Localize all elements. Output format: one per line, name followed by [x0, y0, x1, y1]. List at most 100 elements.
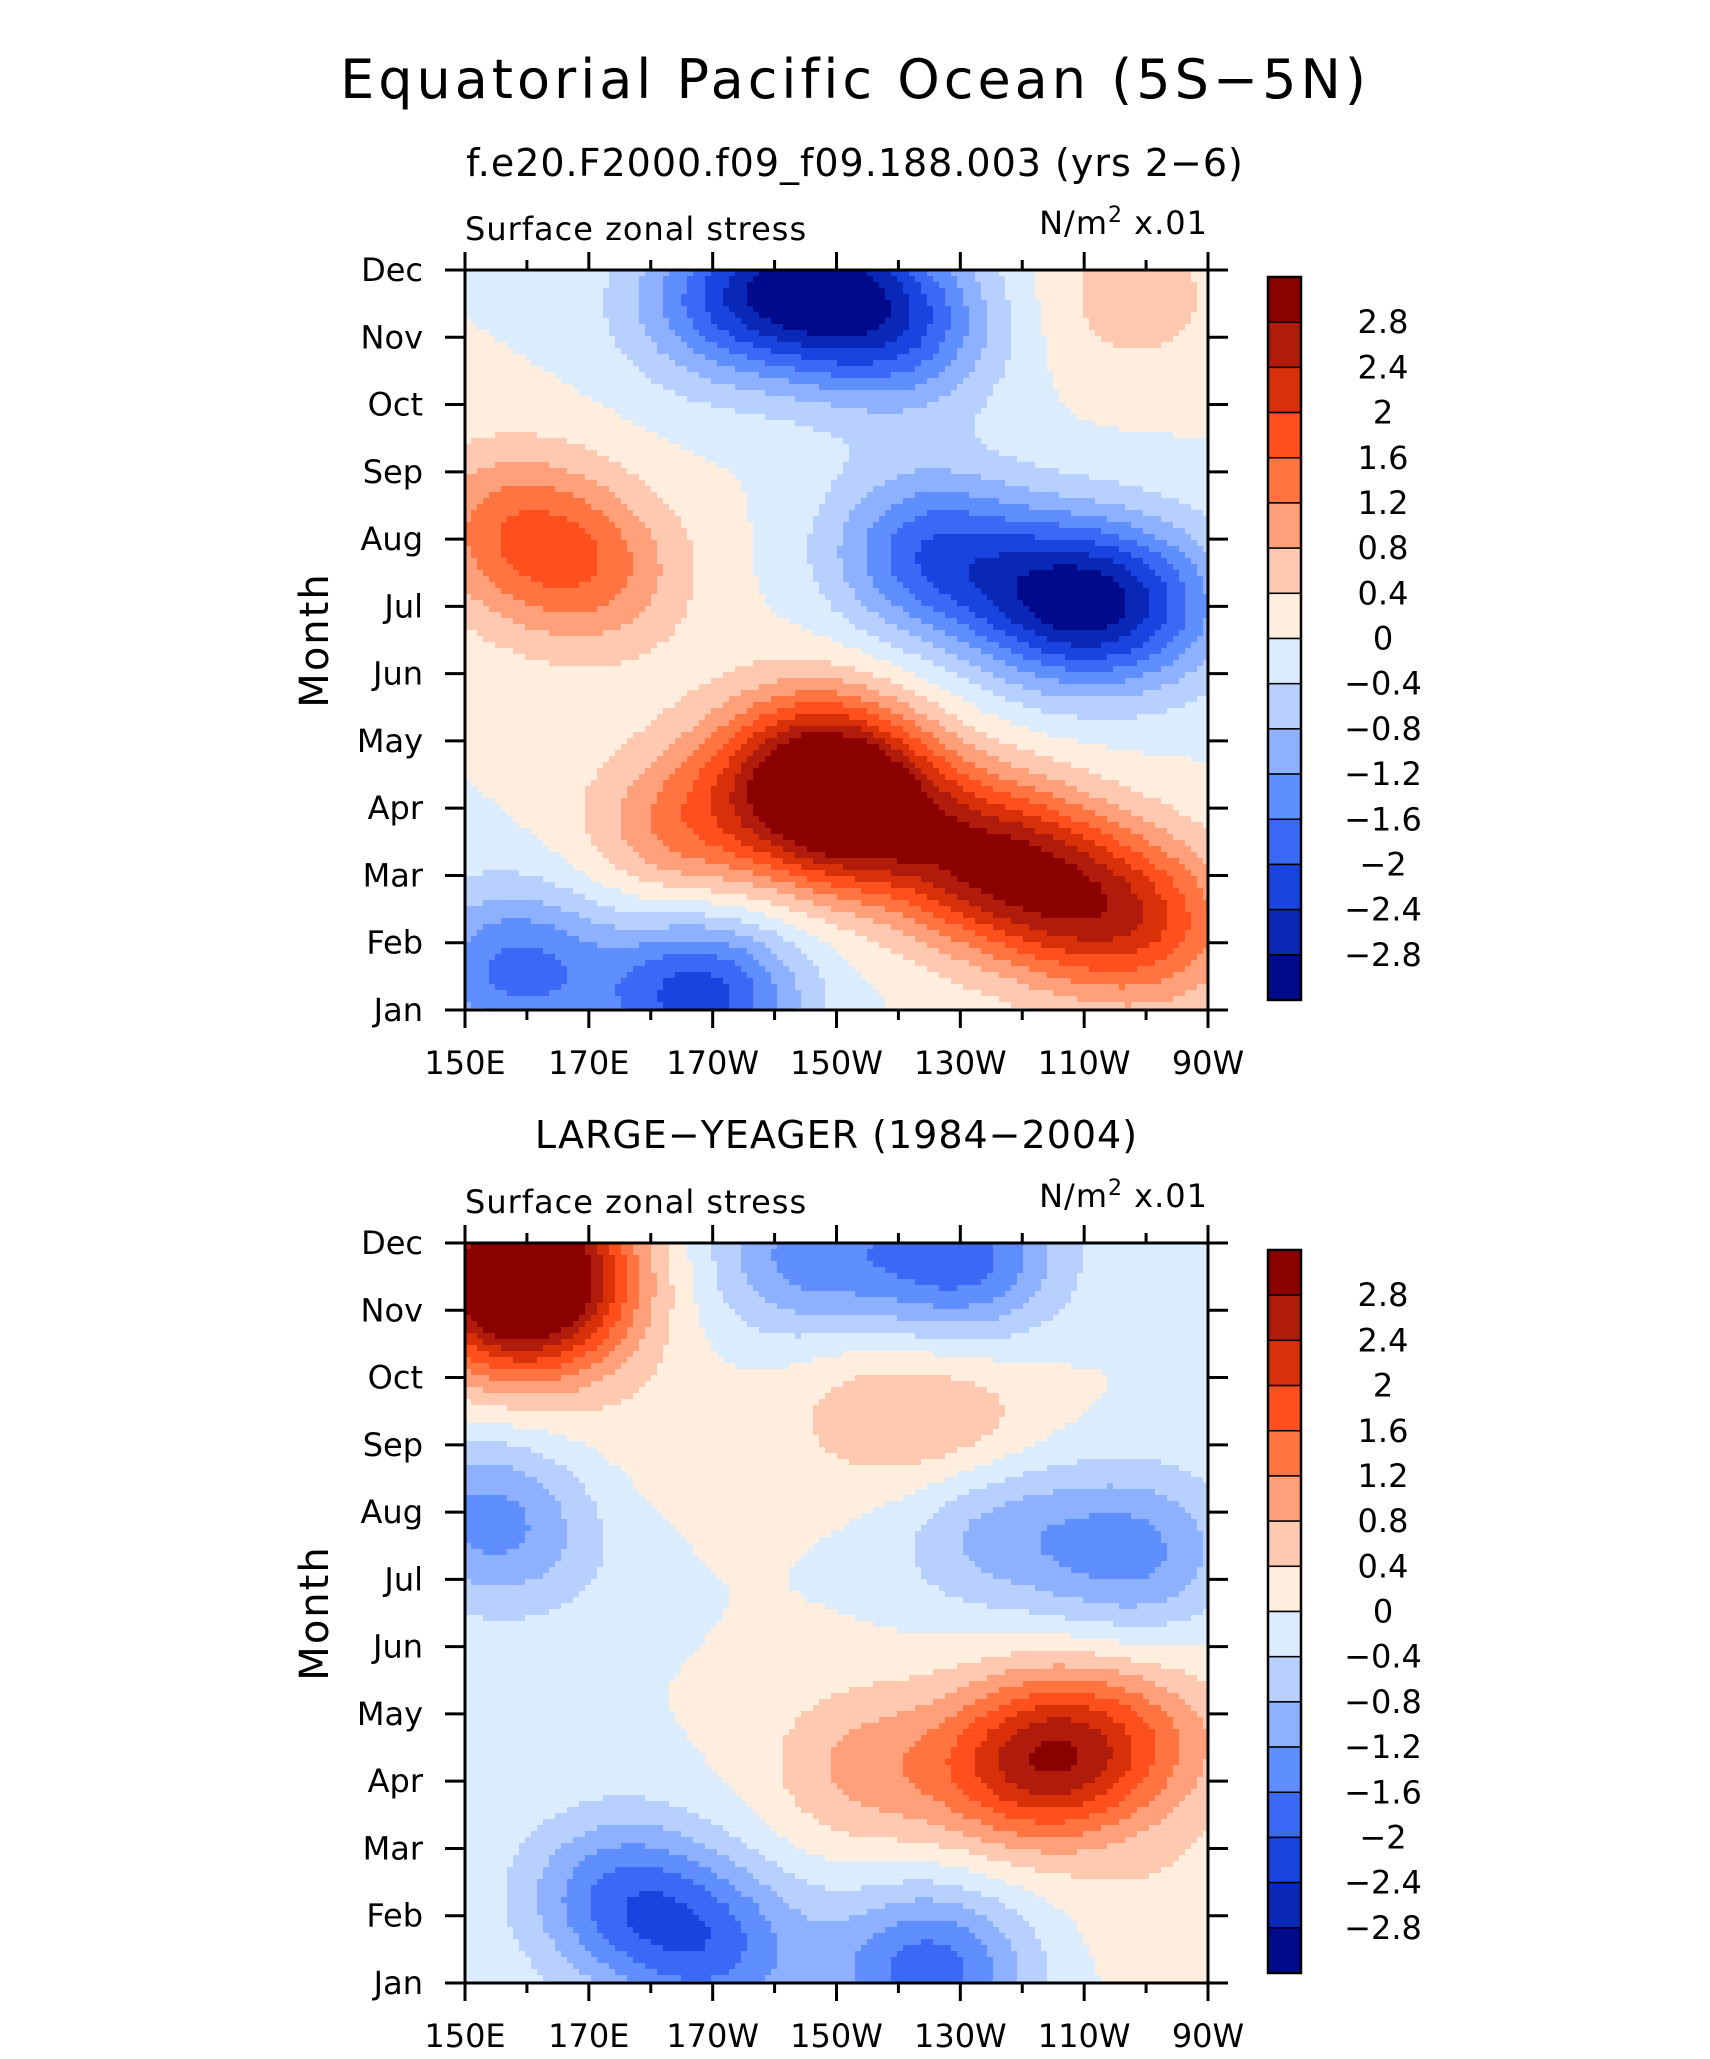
field-cell [585, 504, 592, 511]
field-cell [1101, 468, 1108, 475]
field-cell [1161, 324, 1168, 331]
field-cell [1023, 378, 1030, 385]
field-cell [687, 438, 694, 445]
field-cell [657, 480, 664, 487]
field-cell [1023, 426, 1030, 433]
field-cell [759, 492, 766, 499]
field-cell [651, 498, 658, 505]
field-cell [1113, 282, 1120, 289]
field-cell [1119, 342, 1126, 349]
field-cell [483, 402, 490, 409]
field-cell [945, 300, 952, 307]
field-cell [1041, 348, 1048, 355]
field-cell [1119, 504, 1126, 511]
field-cell [861, 408, 868, 415]
field-cell [657, 474, 664, 481]
field-cell [873, 480, 880, 487]
field-cell [825, 432, 832, 439]
field-cell [933, 504, 940, 511]
field-cell [1005, 360, 1012, 367]
field-cell [753, 306, 760, 313]
field-cell [651, 432, 658, 439]
field-cell [777, 270, 784, 277]
field-cell [1155, 270, 1162, 277]
field-cell [1125, 414, 1132, 421]
field-cell [1131, 456, 1138, 463]
field-cell [669, 492, 676, 499]
field-cell [609, 330, 616, 337]
field-cell [759, 408, 766, 415]
field-cell [681, 372, 688, 379]
field-cell [627, 492, 634, 499]
field-cell [639, 498, 646, 505]
field-cell [651, 288, 658, 295]
field-cell [1143, 384, 1150, 391]
field-cell [519, 468, 526, 475]
field-cell [1041, 480, 1048, 487]
field-cell [1143, 420, 1150, 427]
field-cell [1101, 306, 1108, 313]
field-cell [1173, 486, 1180, 493]
field-cell [867, 450, 874, 457]
field-cell [855, 444, 862, 451]
field-cell [1011, 408, 1018, 415]
field-cell [933, 360, 940, 367]
field-cell [465, 462, 472, 469]
field-cell [951, 360, 958, 367]
field-cell [831, 408, 838, 415]
field-cell [825, 492, 832, 499]
field-cell [999, 474, 1006, 481]
field-cell [837, 462, 844, 469]
field-cell [963, 426, 970, 433]
field-cell [837, 300, 844, 307]
field-cell [1101, 330, 1108, 337]
field-cell [951, 276, 958, 283]
field-cell [1029, 492, 1036, 499]
field-cell [825, 270, 832, 277]
field-cell [735, 270, 742, 277]
field-cell [663, 432, 670, 439]
field-cell [867, 366, 874, 373]
field-cell [663, 492, 670, 499]
field-cell [561, 270, 568, 277]
field-cell [513, 324, 520, 331]
field-cell [729, 270, 736, 277]
field-cell [963, 450, 970, 457]
field-cell [1185, 444, 1192, 451]
field-cell [627, 366, 634, 373]
field-cell [957, 318, 964, 325]
field-cell [603, 354, 610, 361]
field-cell [951, 270, 958, 277]
field-cell [1149, 474, 1156, 481]
field-cell [813, 354, 820, 361]
field-cell [1059, 384, 1066, 391]
field-cell [1197, 426, 1204, 433]
field-cell [993, 348, 1000, 355]
field-cell [1155, 414, 1162, 421]
field-cell [861, 330, 868, 337]
field-cell [963, 372, 970, 379]
field-cell [747, 306, 754, 313]
field-cell [951, 402, 958, 409]
field-cell [1125, 378, 1132, 385]
field-cell [1095, 444, 1102, 451]
field-cell [645, 342, 652, 349]
field-cell [807, 480, 814, 487]
field-cell [627, 456, 634, 463]
field-cell [909, 504, 916, 511]
field-cell [945, 480, 952, 487]
field-cell [1065, 408, 1072, 415]
field-cell [975, 342, 982, 349]
field-cell [747, 372, 754, 379]
field-cell [837, 372, 844, 379]
field-cell [741, 342, 748, 349]
field-cell [1035, 402, 1042, 409]
field-cell [543, 492, 550, 499]
field-cell [891, 450, 898, 457]
field-cell [609, 402, 616, 409]
field-cell [1077, 396, 1084, 403]
field-cell [849, 300, 856, 307]
field-cell [975, 288, 982, 295]
field-cell [873, 330, 880, 337]
field-cell [759, 378, 766, 385]
